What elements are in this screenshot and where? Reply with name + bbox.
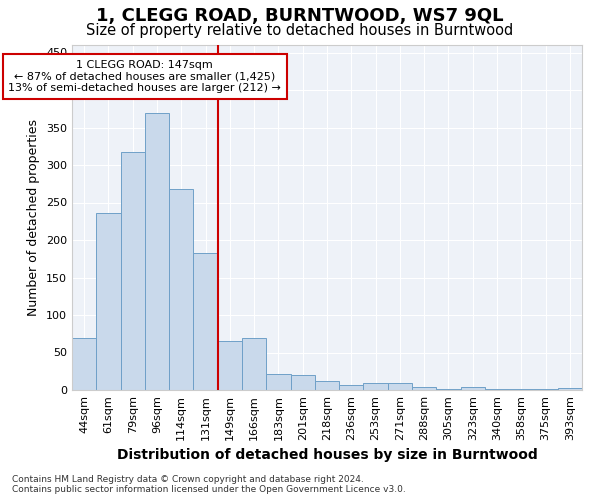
Text: Contains HM Land Registry data © Crown copyright and database right 2024.
Contai: Contains HM Land Registry data © Crown c… (12, 474, 406, 494)
Text: Size of property relative to detached houses in Burntwood: Size of property relative to detached ho… (86, 22, 514, 38)
Bar (485, 388, 509, 390)
Bar (436, 389, 461, 390)
Bar (145, 112, 169, 390)
Bar (339, 385, 364, 390)
Bar (509, 389, 533, 390)
Bar (315, 381, 339, 390)
Bar (72, 338, 96, 390)
Bar (242, 338, 266, 390)
Text: 1, CLEGG ROAD, BURNTWOOD, WS7 9QL: 1, CLEGG ROAD, BURNTWOOD, WS7 9QL (96, 8, 504, 26)
Bar (266, 374, 290, 390)
Bar (290, 375, 315, 390)
Bar (388, 382, 412, 390)
Bar (412, 387, 436, 390)
Bar (96, 213, 121, 390)
X-axis label: Distribution of detached houses by size in Burntwood: Distribution of detached houses by size … (116, 448, 538, 462)
Bar (169, 189, 193, 390)
Bar (533, 389, 558, 390)
Bar (558, 388, 582, 390)
Bar (218, 341, 242, 390)
Bar (121, 152, 145, 390)
Bar (461, 387, 485, 390)
Text: 1 CLEGG ROAD: 147sqm
← 87% of detached houses are smaller (1,425)
13% of semi-de: 1 CLEGG ROAD: 147sqm ← 87% of detached h… (8, 60, 281, 93)
Bar (193, 253, 218, 390)
Bar (364, 382, 388, 390)
Y-axis label: Number of detached properties: Number of detached properties (28, 119, 40, 316)
